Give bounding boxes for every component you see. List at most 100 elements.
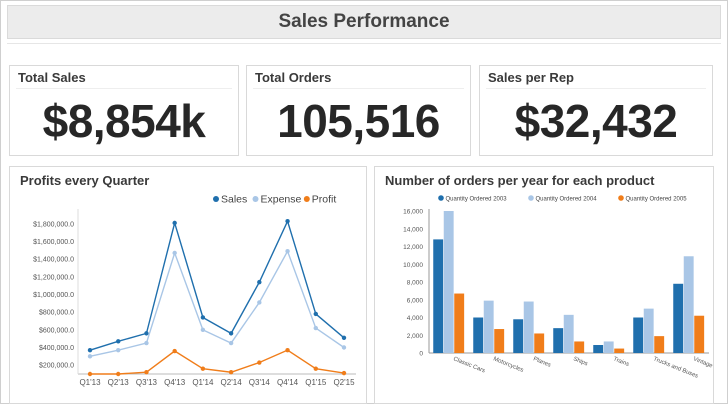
page-title: Sales Performance <box>278 11 450 32</box>
legend-marker <box>528 195 534 201</box>
bar-trucks-and-buses-1 <box>643 308 654 353</box>
bar-vintage-cars-1 <box>683 256 694 353</box>
data-point-sales <box>228 331 234 336</box>
series-line-expense <box>89 249 345 358</box>
y-tick-label: $1,800,000.0 <box>33 221 74 228</box>
y-tick-label: $200,000.0 <box>39 363 74 370</box>
legend-marker-profit <box>303 196 310 202</box>
x-tick-label: Classic Cars <box>452 356 485 374</box>
kpi-value: 105,516 <box>277 95 440 147</box>
x-tick-label: Q1'14 <box>192 378 214 387</box>
y-tick-label: $600,000.0 <box>39 327 74 334</box>
kpi-card-sales-per-rep: Sales per Rep $32,432 <box>479 65 713 156</box>
legend-marker-expense <box>252 196 259 202</box>
legend-marker-sales <box>213 196 219 202</box>
bar-chart-panel: 0 2,000 4,000 6,000 8,000 10,000 12,000 14,000 1… <box>374 166 714 404</box>
legend-label: Quantity Ordered 2005 <box>626 196 688 202</box>
data-point-profit <box>87 371 93 377</box>
data-point-sales <box>257 279 262 285</box>
line-chart-title: Profits every Quarter <box>20 173 150 188</box>
bar-motorcycles-0 <box>473 317 484 353</box>
kpi-divider <box>253 88 464 89</box>
x-tick-label: Q4'13 <box>164 378 186 387</box>
data-point-expense <box>200 327 206 333</box>
y-tick-label: 14,000 <box>403 226 423 233</box>
y-tick-label: $1,400,000.0 <box>33 257 74 264</box>
data-point-expense <box>285 249 290 254</box>
kpi-card-total-sales: Total Sales $8,854k <box>9 65 239 156</box>
data-point-profit <box>172 348 177 354</box>
data-point-profit <box>200 366 206 371</box>
series-line-sales <box>89 219 345 351</box>
bar-motorcycles-1 <box>483 300 494 353</box>
bar-classic-cars-1 <box>443 211 454 353</box>
data-point-expense <box>144 340 149 346</box>
x-tick-label: Q1'13 <box>79 378 101 387</box>
x-tick-label: Q2'15 <box>333 378 355 387</box>
legend-marker <box>618 195 624 201</box>
y-tick-label: 0 <box>419 351 423 358</box>
bar-trains-1 <box>603 341 614 353</box>
x-tick-label: Motorcycles <box>492 356 524 374</box>
data-point-profit <box>313 366 318 371</box>
kpi-title: Sales per Rep <box>488 70 574 85</box>
bar-planes-2 <box>534 333 545 353</box>
data-point-profit <box>144 370 149 375</box>
bar-chart: 0 2,000 4,000 6,000 8,000 10,000 12,000 14,000 1… <box>403 195 713 380</box>
data-point-sales <box>87 347 93 353</box>
bar-trucks-and-buses-2 <box>654 336 665 353</box>
x-tick-label: Q2'14 <box>221 378 243 387</box>
data-point-profit <box>257 360 262 365</box>
legend-label-sales: Sales <box>221 194 247 206</box>
series-line-profit <box>90 349 345 375</box>
kpi-title: Total Sales <box>18 70 86 85</box>
y-tick-label: $1,000,000.0 <box>33 292 74 299</box>
y-tick-label: 6,000 <box>407 297 424 304</box>
y-tick-label: $1,600,000.0 <box>33 239 74 246</box>
y-tick-label: 8,000 <box>407 280 424 287</box>
x-tick-label: Planes <box>532 356 551 368</box>
kpi-value: $8,854k <box>42 95 206 147</box>
data-point-sales <box>144 331 149 336</box>
data-point-sales <box>116 339 121 344</box>
data-point-expense <box>313 325 318 331</box>
data-point-expense <box>87 354 93 359</box>
legend-label: Quantity Ordered 2003 <box>446 196 508 202</box>
kpi-divider <box>16 88 232 89</box>
legend-label-expense: Expense <box>261 194 302 206</box>
kpi-title: Total Orders <box>255 70 332 85</box>
data-point-profit <box>228 370 234 375</box>
data-point-sales <box>341 335 347 340</box>
x-tick-label: Q3'14 <box>249 378 271 387</box>
data-point-profit <box>341 370 347 376</box>
data-point-expense <box>228 340 234 346</box>
y-tick-label: 2,000 <box>407 333 424 340</box>
data-point-sales <box>172 220 177 226</box>
y-tick-label: 12,000 <box>403 244 423 251</box>
data-point-expense <box>257 300 262 305</box>
data-point-sales <box>285 218 290 224</box>
kpi-value: $32,432 <box>514 95 678 147</box>
bar-vintage-cars-0 <box>673 283 684 353</box>
y-tick-label: $800,000.0 <box>39 310 74 317</box>
data-point-sales <box>200 315 206 320</box>
x-tick-label: Trains <box>612 356 630 368</box>
data-point-profit <box>116 371 121 377</box>
x-tick-label: Q3'13 <box>136 378 158 387</box>
bar-chart-title: Number of orders per year for each produ… <box>385 173 655 188</box>
dashboard-header: Sales Performance <box>7 5 721 39</box>
x-tick-label: Ships <box>572 356 588 367</box>
y-tick-label: 4,000 <box>407 315 424 322</box>
legend-label: Quantity Ordered 2004 <box>536 196 598 202</box>
bar-trucks-and-buses-0 <box>633 317 644 353</box>
legend-label-profit: Profit <box>312 194 337 206</box>
bar-trains-0 <box>593 345 604 353</box>
bar-classic-cars-0 <box>433 239 444 353</box>
x-tick-label: Q4'14 <box>277 378 299 387</box>
data-point-sales <box>313 311 318 317</box>
header-divider <box>7 43 721 44</box>
bar-planes-0 <box>513 319 524 353</box>
bar-motorcycles-2 <box>494 329 505 353</box>
x-tick-label: Q2'13 <box>108 378 130 387</box>
